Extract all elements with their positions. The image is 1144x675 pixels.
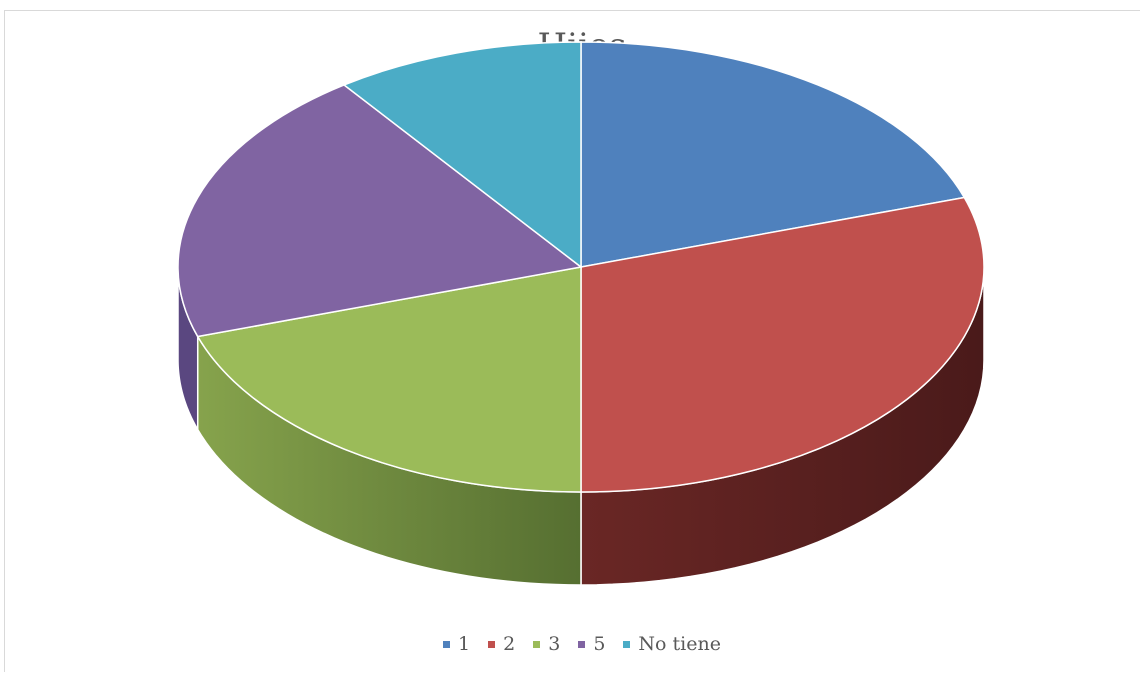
legend-item-5: 5 — [578, 633, 605, 655]
legend-item-1: 1 — [443, 633, 470, 655]
legend-swatch-2 — [488, 640, 496, 648]
legend-label-2: 2 — [503, 633, 516, 655]
legend-item-3: 3 — [533, 633, 560, 655]
legend-label-no-tiene: No tiene — [638, 633, 721, 655]
pie-slice-3 — [196, 266, 582, 493]
legend-label-5: 5 — [593, 633, 606, 655]
pie-slice-1 — [580, 41, 966, 268]
legend-label-1: 1 — [458, 633, 471, 655]
legend-item-2: 2 — [488, 633, 515, 655]
legend-swatch-no-tiene — [623, 640, 631, 648]
legend-swatch-3 — [533, 640, 541, 648]
legend-label-3: 3 — [548, 633, 561, 655]
legend-item-no-tiene: No tiene — [623, 633, 721, 655]
pie-slice-no-tiene — [342, 41, 582, 269]
legend: 1 2 3 5 No tiene — [0, 633, 1144, 655]
legend-swatch-5 — [578, 640, 586, 648]
pie-slice-5 — [177, 84, 583, 338]
legend-swatch-1 — [443, 640, 451, 648]
pie-slice-2 — [580, 196, 985, 493]
